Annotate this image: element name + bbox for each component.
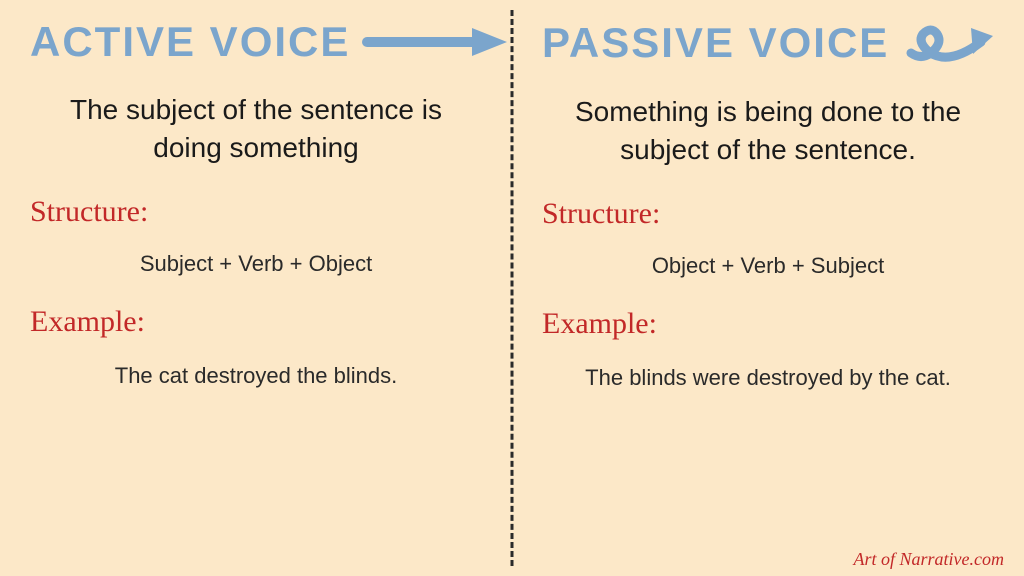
active-example-text: The cat destroyed the blinds.: [60, 361, 452, 392]
curl-arrow-icon: [901, 18, 1011, 68]
active-structure-text: Subject + Verb + Object: [30, 251, 482, 277]
active-title: Active Voice: [30, 18, 350, 66]
active-structure-label: Structure:: [30, 195, 482, 229]
active-voice-column: Active Voice The subject of the sentence…: [0, 0, 512, 576]
passive-title-row: Passive Voice: [542, 18, 994, 68]
passive-structure-text: Object + Verb + Subject: [542, 253, 994, 279]
passive-voice-column: Passive Voice Something is being done to…: [512, 0, 1024, 576]
passive-example-text: The blinds were destroyed by the cat.: [547, 363, 989, 394]
passive-structure-label: Structure:: [542, 197, 994, 231]
passive-title: Passive Voice: [542, 19, 889, 67]
passive-description: Something is being done to the subject o…: [562, 93, 974, 169]
attribution: Art of Narrative.com: [854, 549, 1005, 570]
active-title-row: Active Voice: [30, 18, 482, 66]
arrow-icon: [362, 22, 512, 62]
active-description: The subject of the sentence is doing som…: [50, 91, 462, 167]
passive-example-label: Example:: [542, 307, 994, 341]
active-example-label: Example:: [30, 305, 482, 339]
